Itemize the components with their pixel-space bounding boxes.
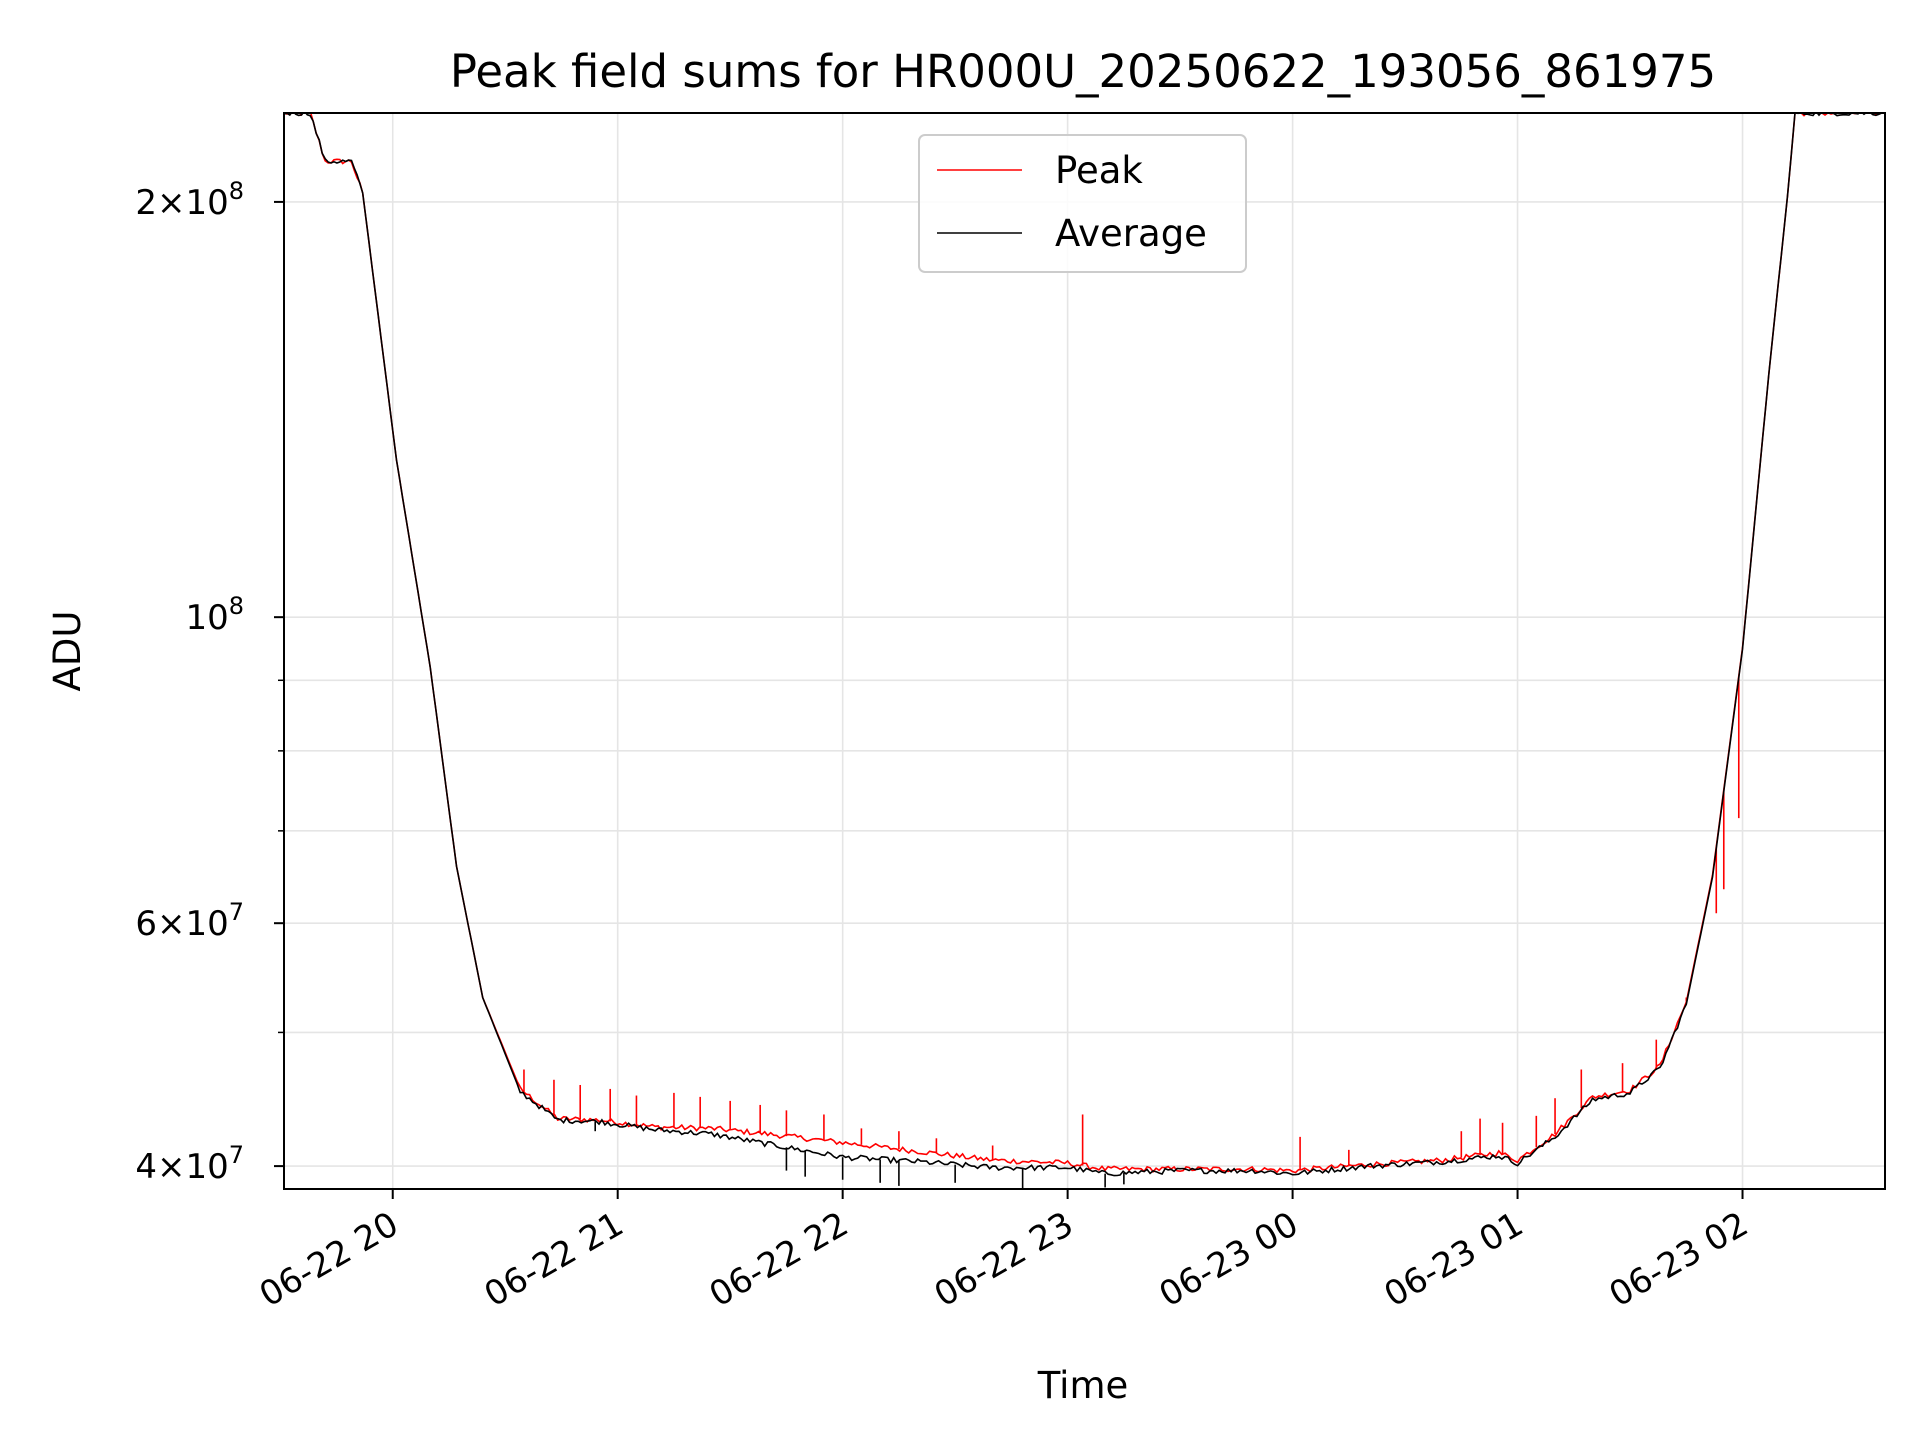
y-tick-label: 6×107 (135, 898, 244, 944)
chart-title: Peak field sums for HR000U_20250622_1930… (450, 45, 1716, 98)
series-average (284, 113, 1885, 1189)
series-layer (284, 113, 1885, 1189)
y-tick-label: 4×107 (135, 1141, 244, 1187)
y-axis-label: ADU (46, 611, 89, 692)
legend-label-average: Average (1055, 212, 1207, 255)
legend: Peak Average (918, 134, 1247, 273)
x-axis-label: Time (1037, 1364, 1129, 1407)
legend-label-peak: Peak (1055, 149, 1143, 192)
axes-background (284, 113, 1885, 1189)
axes-frame (283, 112, 1886, 1190)
y-tick-label: 2×108 (135, 177, 244, 223)
series-line-average (284, 113, 1885, 1177)
y-tick-label: 108 (185, 592, 244, 638)
plot-area: 06-22 20 06-22 21 06-22 22 06-22 23 06-23 00… (135, 112, 1886, 1315)
